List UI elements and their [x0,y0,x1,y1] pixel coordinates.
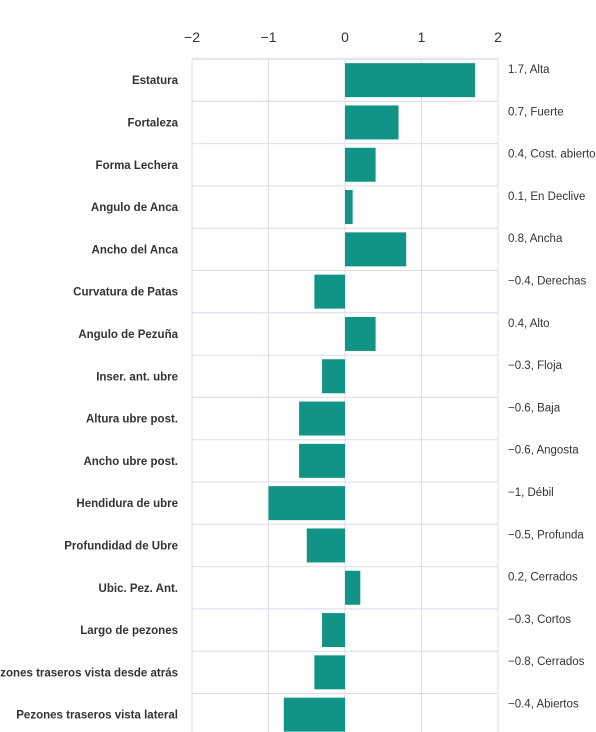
category-label: Ancho ubre post. [83,456,178,468]
x-axis-ticks: −2 −1 0 1 2 [184,29,502,45]
category-label: Ubic. Pez. Ant. [99,583,178,595]
value-label: 1.7, Alta [508,64,550,76]
bar [345,63,476,98]
value-label: 0.1, En Declive [508,191,585,203]
value-label: 0.7, Fuerte [508,106,564,118]
value-label: −0.8, Cerrados [508,656,585,668]
category-label: Pezones traseros vista desde atrás [0,667,178,679]
category-label: Ancho del Anca [92,244,179,256]
value-label: −0.3, Cortos [508,614,571,626]
x-tick-label: 2 [494,29,502,45]
value-label: 0.8, Ancha [508,233,563,245]
category-labels: Estatura Fortaleza Forma Lechera Angulo de … [0,75,179,722]
bar [345,190,353,225]
bars [268,63,476,732]
category-label: Hendidura de ubre [76,498,178,510]
bar [283,697,345,732]
value-label: 0.2, Cerrados [508,572,578,584]
x-tick-label: 1 [418,29,426,45]
bar [345,105,399,140]
bar [345,232,407,267]
bar [322,359,345,394]
bar [345,147,376,182]
value-labels: 1.7, Alta 0.7, Fuerte 0.4, Cost. abierto 0.… [508,64,596,711]
x-tick-label: −2 [184,29,200,45]
value-label: −1, Débil [508,487,554,499]
value-label: −0.5, Profunda [508,529,584,541]
value-label: 0.4, Alto [508,318,550,330]
category-label: Pezones traseros vista lateral [16,710,178,722]
category-label: Curvatura de Patas [73,287,178,299]
category-label: Largo de pezones [80,625,178,637]
bar [314,655,345,690]
bar [345,570,361,605]
bar [345,316,376,351]
bar [314,274,345,309]
bar [268,486,345,521]
category-label: Estatura [132,75,179,87]
value-label: −0.4, Derechas [508,276,587,288]
value-label: −0.6, Baja [508,402,561,414]
value-label: 0.4, Cost. abierto [508,149,596,161]
x-tick-label: −1 [261,29,277,45]
category-label: Inser. ant. ubre [96,371,178,383]
gridlines [191,58,499,732]
bar [299,443,345,478]
value-label: −0.6, Angosta [508,445,579,457]
bar [306,528,345,563]
bar [299,401,345,436]
category-label: Angulo de Pezuña [78,329,178,341]
category-label: Altura ubre post. [86,414,178,426]
value-label: −0.4, Abiertos [508,699,579,711]
category-label: Forma Lechera [96,160,179,172]
value-label: −0.3, Floja [508,360,563,372]
bar [322,613,345,648]
category-label: Angulo de Anca [91,202,179,214]
x-tick-label: 0 [341,29,349,45]
category-label: Fortaleza [128,117,179,129]
category-label: Profundidad de Ubre [64,540,178,552]
